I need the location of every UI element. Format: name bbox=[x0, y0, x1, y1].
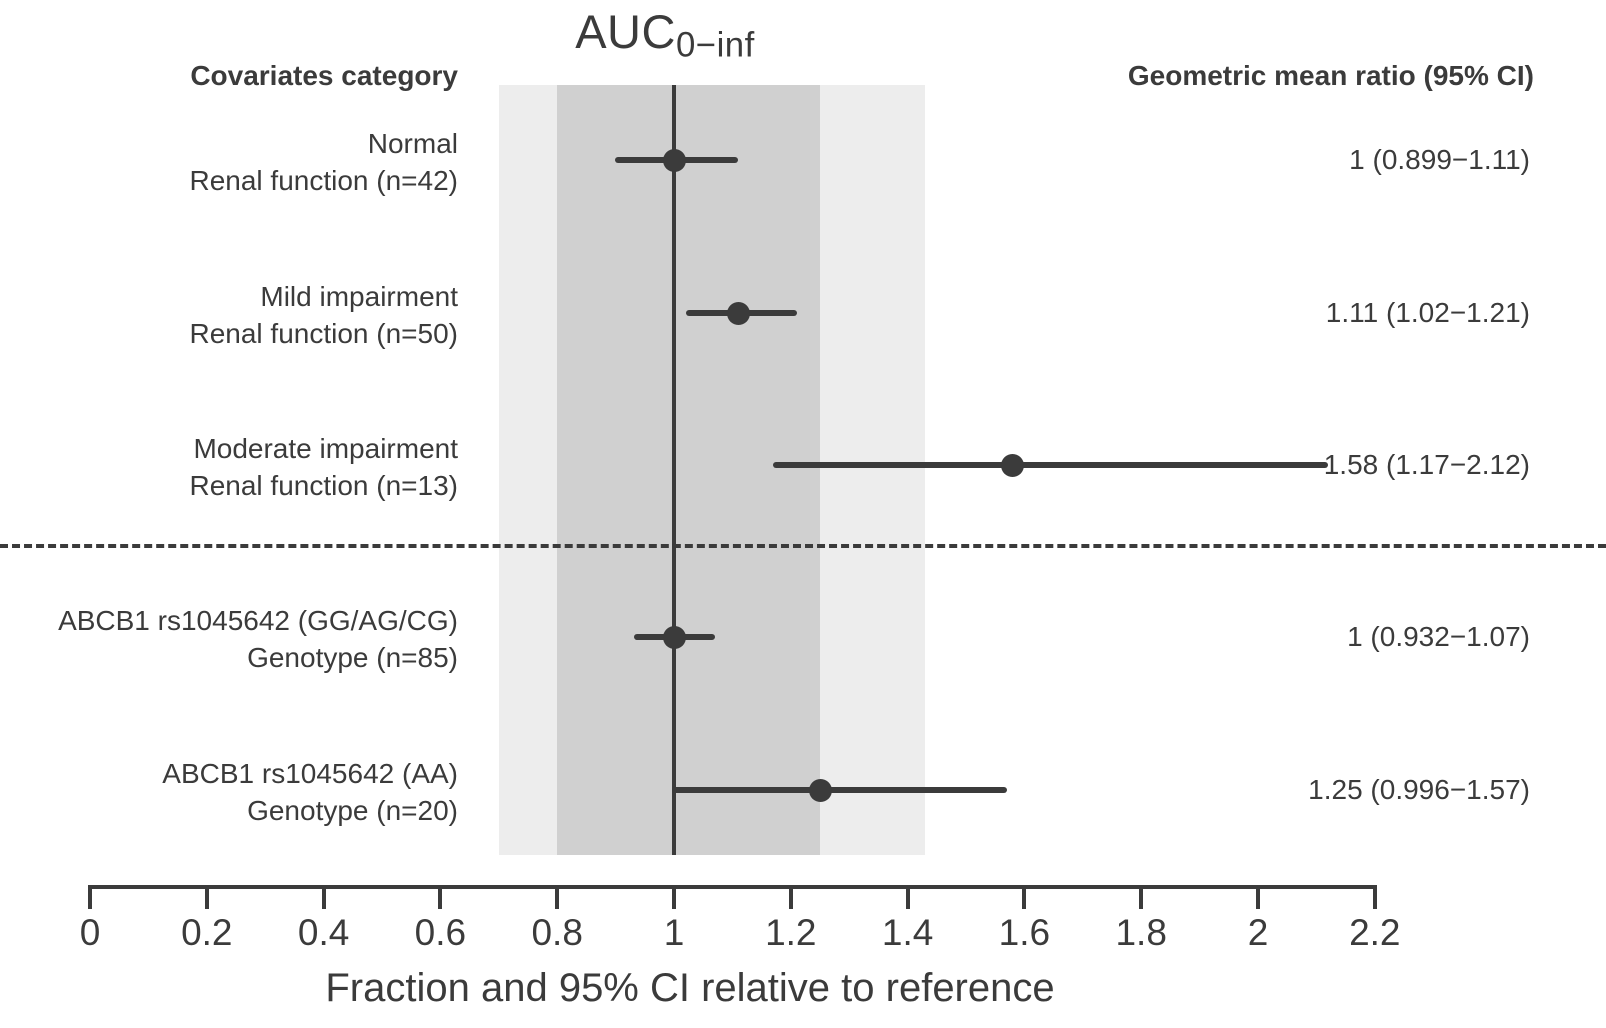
x-axis-label: Fraction and 95% CI relative to referenc… bbox=[325, 966, 1055, 1010]
x-axis-tick-label: 1.8 bbox=[1115, 912, 1167, 953]
forest-row-label: Mild impairment Renal function (n=50) bbox=[0, 278, 458, 352]
x-axis-tick bbox=[438, 889, 443, 909]
x-axis-tick-label: 1.2 bbox=[765, 912, 817, 953]
row-label-covariate: Genotype (n=20) bbox=[247, 795, 458, 826]
chart-title-main: AUC bbox=[575, 5, 676, 58]
point-marker bbox=[662, 148, 686, 172]
row-label-category: ABCB1 rs1045642 (AA) bbox=[162, 758, 458, 789]
x-axis-tick bbox=[321, 889, 326, 909]
ci-line bbox=[671, 787, 1007, 793]
forest-row-value: 1 (0.899−1.11) bbox=[1349, 144, 1530, 175]
forest-row-value: 1.25 (0.996−1.57) bbox=[1308, 774, 1530, 805]
x-axis-tick-label: 0 bbox=[79, 912, 101, 953]
covariates-category-header: Covariates category bbox=[190, 60, 458, 91]
x-axis-tick bbox=[88, 889, 92, 909]
row-label-category: Mild impairment bbox=[260, 281, 458, 312]
row-label-covariate: Renal function (n=42) bbox=[189, 165, 458, 196]
forest-row-value: 1.11 (1.02−1.21) bbox=[1325, 297, 1530, 328]
x-axis-tick bbox=[1022, 889, 1027, 909]
x-axis-tick-label: 1 bbox=[663, 912, 685, 953]
reference-line bbox=[672, 85, 676, 855]
chart-title: AUC0−inf bbox=[0, 4, 1330, 66]
x-axis-tick bbox=[204, 889, 209, 909]
forest-row-value: 1.58 (1.17−2.12) bbox=[1323, 449, 1530, 480]
x-axis-tick bbox=[672, 889, 676, 909]
x-axis-tick-label: 2 bbox=[1247, 912, 1269, 953]
x-axis-tick-label: 2.2 bbox=[1349, 912, 1401, 953]
geometric-mean-ratio-header: Geometric mean ratio (95% CI) bbox=[1127, 60, 1534, 91]
forest-row-label: ABCB1 rs1045642 (GG/AG/CG) Genotype (n=85… bbox=[0, 602, 458, 676]
x-axis-tick-label: 0.6 bbox=[414, 912, 467, 953]
point-marker bbox=[726, 301, 750, 325]
forest-row-label: ABCB1 rs1045642 (AA) Genotype (n=20) bbox=[0, 755, 458, 829]
x-axis-tick-label: 1.6 bbox=[998, 912, 1051, 953]
x-axis-tick bbox=[905, 889, 910, 909]
x-axis-tick-label: 0.2 bbox=[181, 912, 233, 953]
row-label-category: Normal bbox=[367, 128, 458, 159]
x-axis-tick bbox=[1256, 889, 1260, 909]
forest-row-value: 1 (0.932−1.07) bbox=[1347, 621, 1530, 652]
x-axis-tick bbox=[1139, 889, 1144, 909]
x-axis-tick-label: 1.4 bbox=[881, 912, 934, 953]
x-axis-tick bbox=[555, 889, 560, 909]
x-axis-tick-label: 0.8 bbox=[531, 912, 583, 953]
chart-title-subscript: 0−inf bbox=[675, 26, 755, 65]
ci-line bbox=[773, 462, 1329, 468]
x-axis-tick bbox=[788, 889, 793, 909]
x-axis-baseline bbox=[88, 885, 1377, 889]
row-label-covariate: Renal function (n=13) bbox=[189, 470, 458, 501]
inner-band bbox=[557, 85, 820, 855]
row-label-covariate: Genotype (n=85) bbox=[247, 642, 458, 673]
point-marker bbox=[808, 778, 832, 802]
row-label-covariate: Renal function (n=50) bbox=[189, 318, 458, 349]
row-label-category: ABCB1 rs1045642 (GG/AG/CG) bbox=[58, 605, 458, 636]
x-axis-tick bbox=[1372, 889, 1377, 909]
row-label-category: Moderate impairment bbox=[193, 433, 458, 464]
group-separator-dashed-line bbox=[0, 544, 1606, 548]
x-axis-tick-label: 0.4 bbox=[297, 912, 350, 953]
point-marker bbox=[1001, 453, 1025, 477]
forest-row-label: Moderate impairment Renal function (n=13) bbox=[0, 430, 458, 504]
forest-row-label: Normal Renal function (n=42) bbox=[0, 125, 458, 199]
point-marker bbox=[662, 625, 686, 649]
